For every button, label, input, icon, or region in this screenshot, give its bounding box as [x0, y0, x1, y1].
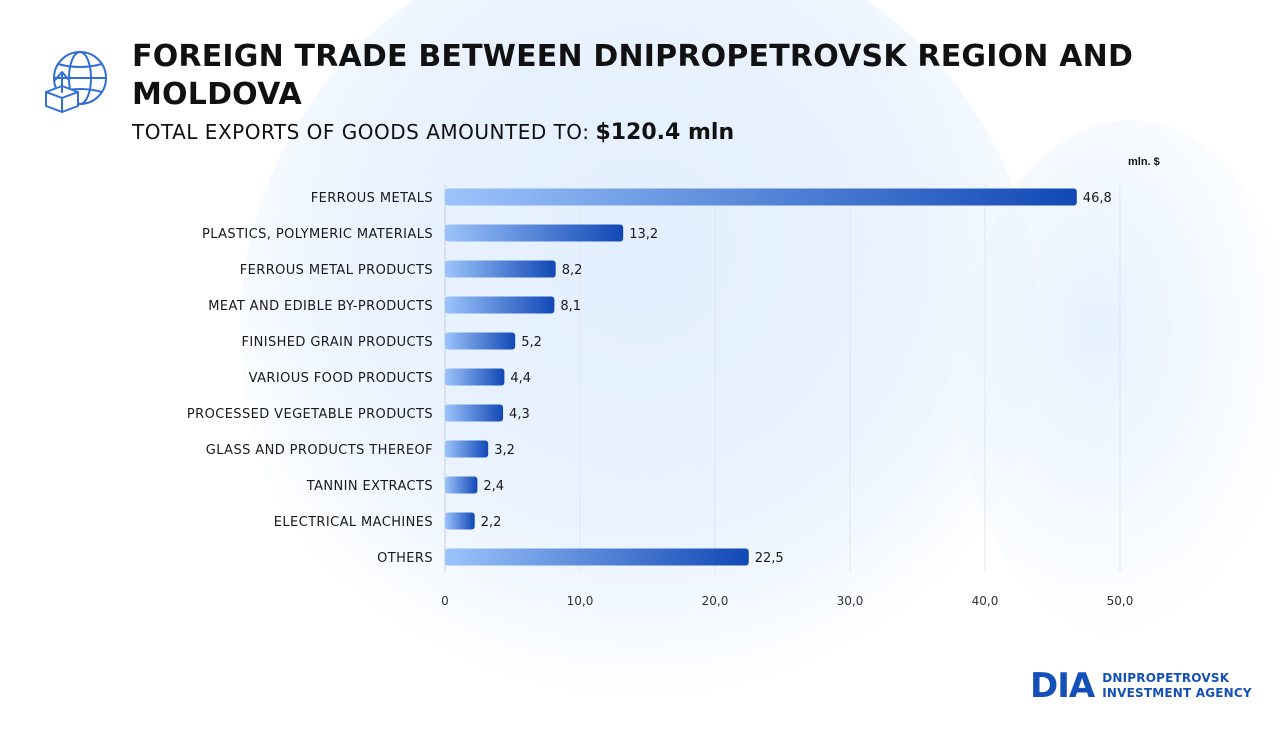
background-glow	[240, 0, 1040, 730]
x-tick-label: 0	[441, 594, 449, 608]
bar	[445, 260, 556, 278]
bar	[445, 476, 478, 494]
category-label: FINISHED GRAIN PRODUCTS	[241, 335, 433, 350]
logo-line2: INVESTMENT AGENCY	[1102, 686, 1252, 700]
bar	[445, 440, 489, 458]
category-label: FERROUS METALS	[311, 191, 433, 206]
bar	[445, 548, 749, 566]
category-label: PLASTICS, POLYMERIC MATERIALS	[202, 227, 433, 242]
logo-line1: DNIPROPETROVSK	[1102, 671, 1230, 685]
category-label: TANNIN EXTRACTS	[306, 479, 433, 494]
bar-value-label: 46,8	[1083, 191, 1112, 206]
x-tick-label: 50,0	[1107, 594, 1134, 608]
total-exports-value: $120.4 mln	[595, 120, 735, 145]
dia-logo: DIA DNIPROPETROVSK INVESTMENT AGENCY	[1030, 668, 1252, 704]
logo-mark: DIA	[1030, 666, 1095, 706]
bar-value-label: 5,2	[521, 335, 542, 350]
bar	[445, 368, 505, 386]
bar-value-label: 22,5	[755, 551, 784, 566]
x-tick-label: 40,0	[972, 594, 999, 608]
x-tick-label: 10,0	[567, 594, 594, 608]
bar-value-label: 8,1	[560, 299, 581, 314]
bar-value-label: 4,4	[510, 371, 531, 386]
bar	[445, 332, 516, 350]
bar	[445, 296, 555, 314]
logo-text: DNIPROPETROVSK INVESTMENT AGENCY	[1102, 671, 1252, 701]
bar	[445, 188, 1077, 206]
chart-subtitle: TOTAL EXPORTS OF GOODS AMOUNTED TO: $120.…	[132, 120, 734, 145]
category-label: PROCESSED VEGETABLE PRODUCTS	[187, 407, 433, 422]
x-tick-label: 20,0	[702, 594, 729, 608]
globe-box-export-icon	[40, 44, 110, 114]
category-label: VARIOUS FOOD PRODUCTS	[249, 371, 433, 386]
chart-title: FOREIGN TRADE BETWEEN DNIPROPETROVSK REG…	[132, 39, 1134, 112]
bar-value-label: 2,4	[483, 479, 504, 494]
x-tick-label: 30,0	[837, 594, 864, 608]
bar	[445, 512, 475, 530]
category-label: FERROUS METAL PRODUCTS	[240, 263, 433, 278]
category-label: ELECTRICAL MACHINES	[274, 515, 433, 530]
bar	[445, 404, 504, 422]
category-label: OTHERS	[377, 551, 433, 566]
category-label: GLASS AND PRODUCTS THEREOF	[206, 443, 433, 458]
bar-value-label: 3,2	[494, 443, 515, 458]
bar-value-label: 13,2	[629, 227, 658, 242]
bar-value-label: 8,2	[562, 263, 583, 278]
category-label: MEAT AND EDIBLE BY-PRODUCTS	[208, 299, 433, 314]
bar-value-label: 2,2	[481, 515, 502, 530]
bar	[445, 224, 624, 242]
subtitle-label: TOTAL EXPORTS OF GOODS AMOUNTED TO:	[132, 120, 590, 144]
bar-value-label: 4,3	[509, 407, 530, 422]
unit-label: mln. $	[1128, 156, 1160, 168]
